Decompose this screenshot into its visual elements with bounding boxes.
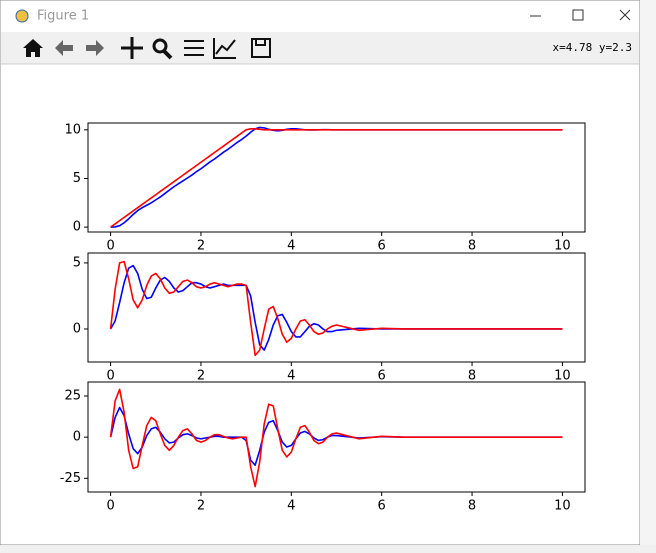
axes-frame xyxy=(87,381,586,493)
x-tick-label: 10 xyxy=(554,369,571,384)
subplot: 0 2 4 6 8 10 -25 0 25 xyxy=(60,381,586,514)
background-app xyxy=(640,0,656,553)
x-tick-label: 4 xyxy=(287,369,295,384)
y-tick-label: 0 xyxy=(73,220,81,235)
x-tick-label: 8 xyxy=(468,239,476,254)
y-tick-label: 5 xyxy=(73,171,81,186)
maximize-button[interactable] xyxy=(572,9,584,21)
status-text: x=4.78 y=2.3 xyxy=(553,41,632,54)
x-tick-label: 4 xyxy=(287,499,295,514)
x-tick-label: 4 xyxy=(287,239,295,254)
window-frame xyxy=(0,0,641,546)
y-tick-label: 25 xyxy=(64,388,81,403)
x-tick-label: 10 xyxy=(554,499,571,514)
zoom-button[interactable] xyxy=(152,38,173,60)
toolbar-icons xyxy=(23,37,271,60)
x-tick-label: 2 xyxy=(197,369,205,384)
pan-button[interactable] xyxy=(121,37,143,59)
x-tick-label: 0 xyxy=(106,499,114,514)
x-tick-label: 6 xyxy=(378,239,386,254)
title-bar xyxy=(1,1,639,31)
x-tick-label: 6 xyxy=(378,499,386,514)
home-button[interactable] xyxy=(23,39,43,57)
x-tick-label: 6 xyxy=(378,369,386,384)
y-tick-label: -25 xyxy=(60,471,81,486)
x-tick-label: 8 xyxy=(468,499,476,514)
y-tick-label: 0 xyxy=(73,430,81,445)
x-tick-label: 2 xyxy=(197,499,205,514)
toolbar xyxy=(1,32,639,64)
data-line xyxy=(109,260,563,357)
data-line xyxy=(109,388,563,488)
app-icon xyxy=(15,9,29,23)
subplot: 0 2 4 6 8 10 0 5 10 xyxy=(64,122,586,254)
forward-button[interactable] xyxy=(86,40,104,56)
save-button[interactable] xyxy=(251,38,271,58)
y-tick-label: 5 xyxy=(73,255,81,270)
close-button[interactable] xyxy=(619,9,631,21)
y-tick-label: 0 xyxy=(73,321,81,336)
window-title: Figure 1 xyxy=(37,9,89,24)
axes-frame xyxy=(87,122,586,233)
x-tick-label: 8 xyxy=(468,369,476,384)
subplot: 0 2 4 6 8 10 0 5 xyxy=(73,252,586,384)
x-tick-label: 2 xyxy=(197,239,205,254)
axes-frame xyxy=(87,252,586,363)
x-tick-label: 10 xyxy=(554,239,571,254)
configure-button[interactable] xyxy=(184,40,204,56)
background-app xyxy=(0,545,656,553)
back-button[interactable] xyxy=(55,40,73,56)
x-tick-label: 0 xyxy=(106,369,114,384)
x-tick-label: 0 xyxy=(106,239,114,254)
data-line xyxy=(110,128,563,228)
y-tick-label: 10 xyxy=(64,122,81,137)
edit-axes-button[interactable] xyxy=(213,38,236,59)
